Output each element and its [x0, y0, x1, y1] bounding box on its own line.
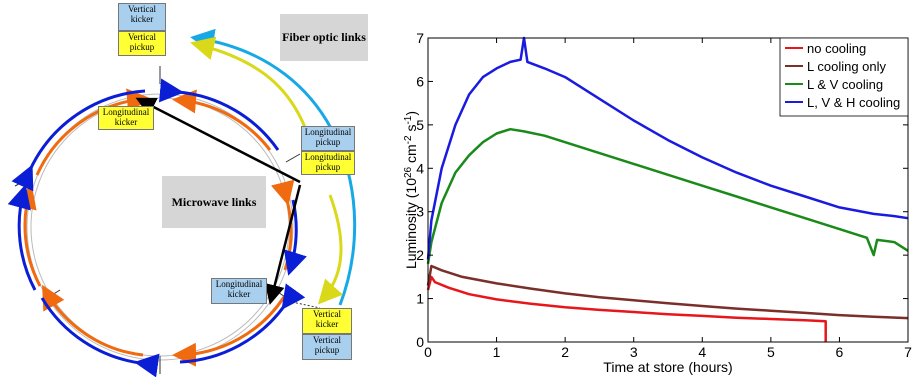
longitudinal-pickup-yellow-box: Longitudinal pickup [301, 151, 355, 175]
series-line [426, 264, 909, 320]
x-tick-label: 5 [767, 344, 775, 360]
y-tick-label: 2 [416, 247, 424, 263]
legend-entry: L & V cooling [807, 77, 883, 92]
orange-beam-arc [172, 296, 286, 367]
plot-frame [427, 37, 909, 343]
y-axis-label: Luminosity (1026 cm-2 s-1) [403, 111, 419, 269]
fiber-link-yellow-upper [190, 36, 317, 161]
y-tick-label: 0 [416, 334, 424, 350]
y-tick-label: 7 [416, 30, 424, 46]
microwave-link-upper [135, 97, 301, 184]
x-tick-label: 4 [698, 344, 706, 360]
orange-beam-arc [42, 284, 144, 357]
legend: no cooling L cooling only L & V cooling L, … [779, 37, 909, 117]
y-tick-label: 5 [416, 117, 424, 133]
y-axis-label-s: s [403, 125, 419, 136]
vertical-pickup-top-box: Vertical pickup [118, 31, 166, 56]
legend-entry: L, V & H cooling [807, 95, 900, 110]
fiber-link-yellow-lower [317, 194, 343, 305]
series-line [426, 127, 909, 264]
blue-beam-arc [179, 283, 306, 364]
y-tick-label: 3 [416, 204, 424, 220]
vertical-kicker-top-box: Vertical kicker [118, 3, 166, 31]
fiber-optic-links-label: Fiber optic links [280, 14, 368, 61]
luminosity-chart-svg: 0 1 2 3 4 5 6 7 0 1 2 3 4 5 6 7 Time at store (hours) L… [403, 30, 912, 375]
series-line [426, 36, 909, 260]
x-tick-label: 2 [561, 344, 569, 360]
y-axis-label-exp2: -2 [403, 135, 414, 144]
y-axis-label-main: Luminosity (10 [403, 178, 419, 269]
orange-beam-arc [172, 89, 272, 151]
y-axis-label-unit: cm [403, 144, 419, 167]
y-tick-label: 6 [416, 73, 424, 89]
x-tick-label: 1 [493, 344, 501, 360]
y-tick-label: 1 [416, 291, 424, 307]
blue-beam-arc [11, 89, 146, 192]
microwave-link-lower [264, 184, 302, 305]
x-tick-label: 7 [904, 344, 912, 360]
microwave-links-label: Microwave links [162, 176, 266, 228]
longitudinal-pickup-blue-box: Longitudinal pickup [301, 126, 355, 151]
ring-tick-left-upper [14, 177, 31, 187]
accelerator-ring-diagram: Vertical kicker Vertical pickup Fiber op… [0, 0, 400, 378]
y-axis-label-exp3: -1 [403, 115, 414, 124]
y-axis-label-exp1: 26 [403, 166, 414, 178]
luminosity-chart: 0 1 2 3 4 5 6 7 0 1 2 3 4 5 6 7 Time at store (hours) L… [400, 0, 917, 377]
y-axis-label-close: ) [403, 111, 419, 116]
blue-beam-arc [40, 297, 160, 378]
legend-entry: no cooling [807, 41, 866, 56]
x-tick-label: 6 [836, 344, 844, 360]
longitudinal-kicker-left-box: Longitudinal kicker [98, 106, 154, 130]
blue-beam-arc [158, 78, 280, 151]
legend-entry: L cooling only [807, 59, 887, 74]
y-tick-label: 4 [416, 160, 424, 176]
ring-tick-right-upper [285, 153, 301, 163]
vertical-kicker-bottom-box: Vertical kicker [302, 308, 352, 334]
x-tick-label: 3 [630, 344, 638, 360]
longitudinal-kicker-bottom-box: Longitudinal kicker [211, 278, 267, 304]
orange-beam-arc [35, 88, 151, 176]
x-axis-label: Time at store (hours) [603, 359, 732, 375]
series-line [426, 275, 827, 342]
x-tick-label: 0 [424, 344, 432, 360]
blue-beam-arc [7, 184, 37, 291]
vertical-pickup-bottom-box: Vertical pickup [302, 334, 352, 360]
